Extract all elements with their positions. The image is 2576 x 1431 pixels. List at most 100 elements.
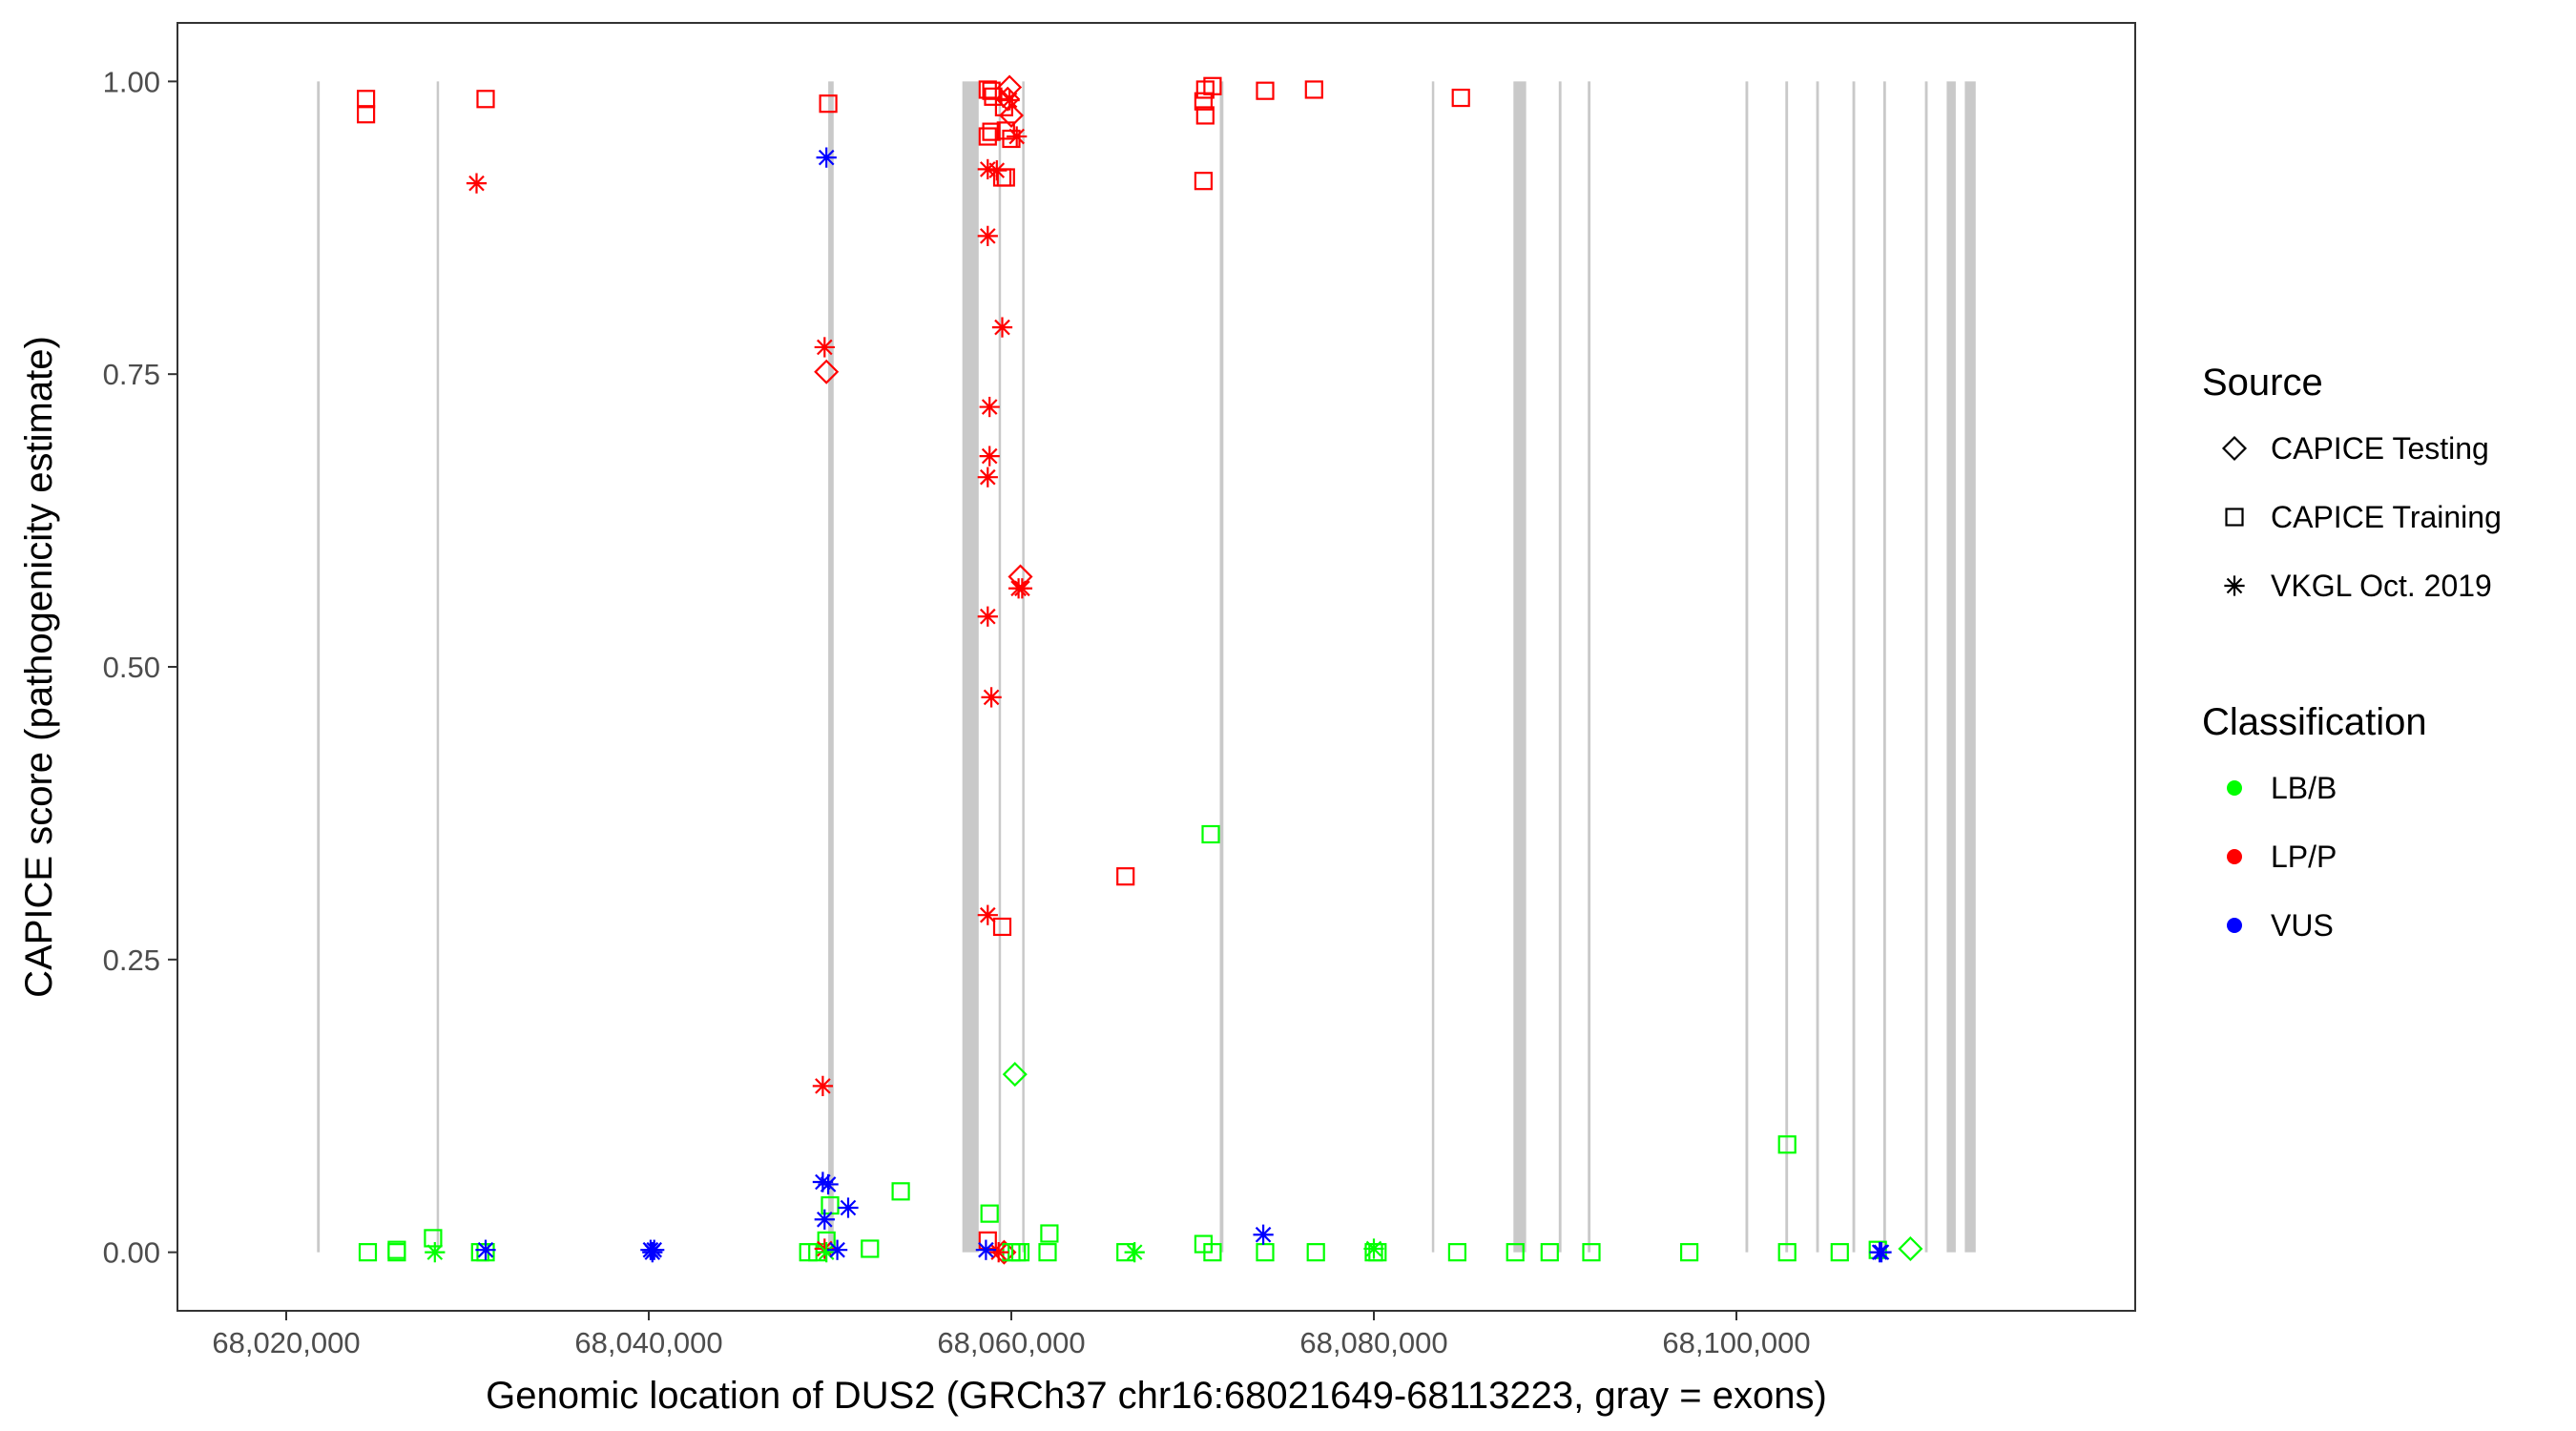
data-point bbox=[1194, 92, 1214, 111]
data-point bbox=[1124, 1242, 1145, 1263]
data-point bbox=[1540, 1243, 1559, 1262]
exon-band bbox=[1558, 81, 1562, 1253]
y-axis-label: CAPICE score (pathogenicity estimate) bbox=[18, 336, 60, 998]
data-point bbox=[1830, 1243, 1849, 1262]
data-point bbox=[1363, 1238, 1384, 1259]
exon-band bbox=[998, 81, 1002, 1253]
data-point bbox=[977, 467, 998, 487]
data-point bbox=[1038, 1243, 1057, 1262]
data-point bbox=[977, 225, 998, 246]
exon-band bbox=[1513, 81, 1527, 1253]
data-point bbox=[1201, 824, 1220, 844]
data-point bbox=[975, 1239, 997, 1260]
data-point bbox=[1011, 578, 1033, 599]
data-point bbox=[982, 81, 1001, 100]
data-point bbox=[992, 917, 1012, 937]
legend-item-label: LP/P bbox=[2271, 840, 2337, 874]
data-point bbox=[1898, 1235, 1923, 1261]
data-point bbox=[816, 147, 837, 168]
data-point bbox=[978, 80, 997, 99]
data-point bbox=[1195, 106, 1215, 125]
data-point bbox=[1304, 80, 1323, 99]
data-point bbox=[994, 97, 1014, 116]
data-point bbox=[1777, 1135, 1797, 1154]
data-point bbox=[1256, 1243, 1275, 1262]
data-point bbox=[1253, 1224, 1274, 1245]
data-point bbox=[357, 90, 376, 109]
legend-key-color-icon bbox=[2227, 849, 2242, 864]
legend-key-color-icon bbox=[2227, 918, 2242, 933]
data-point bbox=[980, 1204, 999, 1223]
data-point bbox=[979, 396, 1000, 418]
exon-band bbox=[436, 81, 440, 1253]
data-point bbox=[987, 160, 1008, 181]
data-point bbox=[1203, 1243, 1222, 1262]
data-point bbox=[999, 90, 1020, 111]
legend-item-label: VUS bbox=[2271, 908, 2334, 943]
data-point bbox=[1777, 1243, 1797, 1262]
exon-band bbox=[1219, 81, 1224, 1253]
data-point bbox=[861, 1239, 880, 1258]
data-point bbox=[1868, 1240, 1887, 1259]
data-point bbox=[1040, 1224, 1059, 1243]
data-point bbox=[1679, 1243, 1699, 1262]
data-point bbox=[818, 1173, 839, 1195]
data-point bbox=[1010, 1243, 1030, 1262]
y-tick-label: 1.00 bbox=[103, 65, 160, 98]
exon-bands bbox=[317, 81, 1976, 1253]
exon-band bbox=[1785, 81, 1789, 1253]
data-point bbox=[425, 1242, 446, 1263]
x-axis-label: Genomic location of DUS2 (GRCh37 chr16:6… bbox=[486, 1375, 1827, 1417]
data-point bbox=[891, 1182, 910, 1201]
data-point bbox=[1008, 564, 1033, 590]
exon-band bbox=[828, 81, 834, 1253]
plot-panel-border bbox=[177, 22, 2136, 1312]
data-point bbox=[1582, 1243, 1601, 1262]
data-point bbox=[978, 127, 997, 146]
data-point bbox=[819, 94, 838, 114]
data-point bbox=[814, 337, 835, 358]
legend-item-label: CAPICE Testing bbox=[2271, 431, 2489, 466]
exon-band bbox=[317, 81, 321, 1253]
data-point bbox=[977, 904, 998, 925]
legend-key-asterisk-icon bbox=[2224, 575, 2245, 596]
exon-band bbox=[1022, 81, 1025, 1253]
data-point bbox=[642, 1242, 663, 1263]
exon-band bbox=[1816, 81, 1819, 1253]
data-point bbox=[1002, 1062, 1028, 1088]
x-tick-label: 68,020,000 bbox=[212, 1326, 360, 1359]
data-point bbox=[838, 1197, 859, 1218]
legend-title: Classification bbox=[2202, 701, 2427, 743]
data-point bbox=[998, 102, 1025, 128]
y-tick-label: 0.00 bbox=[103, 1236, 160, 1270]
exon-band bbox=[1588, 81, 1591, 1253]
data-point bbox=[476, 90, 495, 109]
data-point bbox=[1447, 1243, 1467, 1262]
x-tick-label: 68,080,000 bbox=[1299, 1326, 1447, 1359]
data-point bbox=[1256, 81, 1275, 100]
legend-key-square-icon bbox=[2225, 508, 2244, 527]
data-point bbox=[812, 1075, 834, 1096]
data-point bbox=[1306, 1243, 1325, 1262]
data-point bbox=[982, 122, 1001, 141]
legend-key-color-icon bbox=[2227, 780, 2242, 796]
x-tick-label: 68,100,000 bbox=[1662, 1326, 1810, 1359]
exon-band bbox=[1745, 81, 1749, 1253]
exon-band bbox=[1882, 81, 1886, 1253]
exon-band bbox=[1964, 81, 1976, 1253]
data-point bbox=[991, 317, 1013, 338]
data-point bbox=[984, 87, 1003, 106]
legend-item-label: CAPICE Training bbox=[2271, 500, 2502, 534]
x-tick-label: 68,060,000 bbox=[937, 1326, 1085, 1359]
data-point bbox=[466, 173, 488, 194]
data-point bbox=[981, 687, 1002, 708]
legend: Source CAPICE Testing CAPICE Training VKGL … bbox=[2202, 362, 2502, 943]
data-point bbox=[387, 1240, 406, 1259]
exon-band bbox=[1431, 81, 1435, 1253]
data-point bbox=[814, 359, 840, 384]
data-point bbox=[814, 1209, 835, 1230]
data-point bbox=[979, 446, 1000, 467]
data-point bbox=[826, 1239, 848, 1260]
data-point bbox=[358, 1243, 378, 1262]
